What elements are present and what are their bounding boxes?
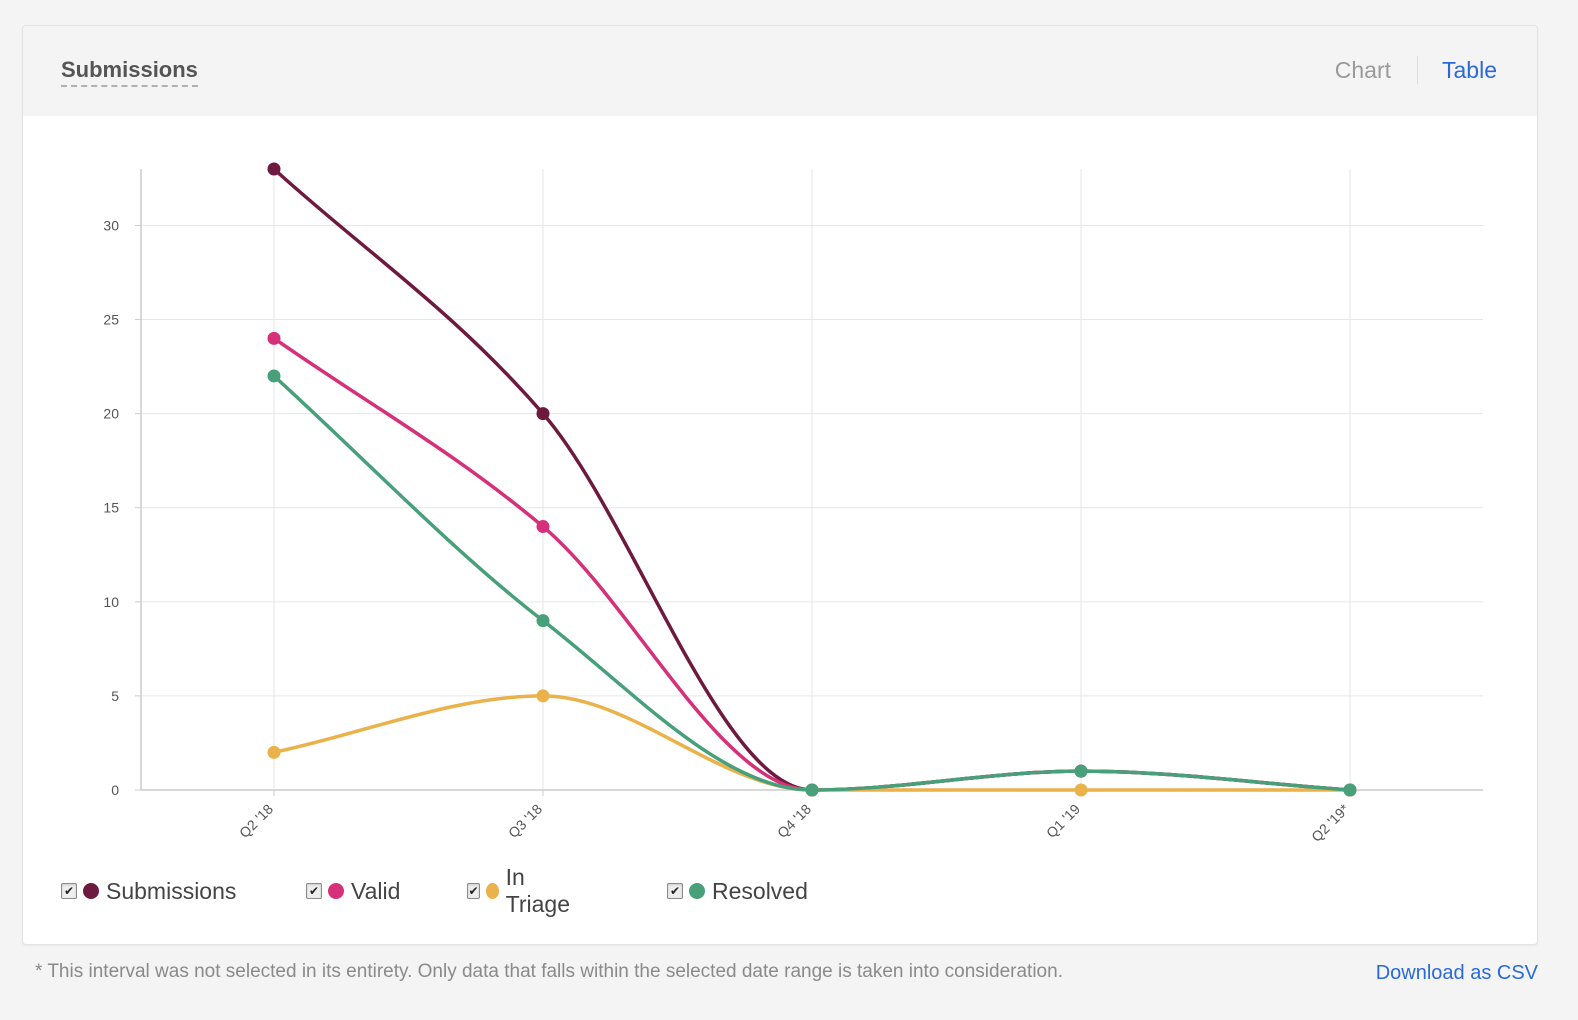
table-view-button[interactable]: Table	[1442, 56, 1497, 83]
data-point-resolved[interactable]	[1343, 783, 1357, 797]
download-csv-link[interactable]: Download as CSV	[1375, 962, 1538, 984]
line-chart: 0 5 10 15 20 25 30 Q2 '18 Q3 '18 Q4 '18 Q1 '19 Q2 '…	[103, 162, 1483, 845]
data-point-submissions[interactable]	[267, 162, 281, 176]
data-point-in-triage[interactable]	[267, 745, 281, 759]
data-point-valid[interactable]	[536, 520, 550, 534]
view-toggle: Chart Table	[1335, 56, 1497, 84]
x-tick-label: Q2 '18	[236, 801, 276, 841]
series-resolved	[267, 369, 1357, 797]
y-tick-label: 25	[103, 312, 119, 328]
y-tick-label: 20	[103, 406, 119, 422]
data-point-resolved[interactable]	[805, 783, 819, 797]
x-tick-label: Q3 '18	[505, 801, 545, 841]
data-point-valid[interactable]	[267, 331, 281, 345]
legend-item-resolved[interactable]: ✔ Resolved	[667, 876, 808, 906]
series-line-resolved	[272, 374, 1352, 792]
y-tick-label: 15	[103, 500, 119, 516]
submissions-card: Submissions Chart Table 0 5 10 15 20 25 30 Q2 '…	[22, 25, 1538, 945]
chart-grid	[141, 169, 1483, 790]
y-tick-label: 5	[111, 688, 119, 704]
legend-checkbox-valid[interactable]: ✔	[306, 883, 322, 899]
legend-label-valid: Valid	[351, 877, 401, 904]
x-tick-label: Q1 '19	[1043, 801, 1083, 841]
legend-swatch-in-triage	[486, 883, 499, 899]
interval-footnote: * This interval was not selected in its …	[35, 961, 1063, 982]
legend-item-in-triage[interactable]: ✔ In Triage	[467, 864, 576, 917]
legend-swatch-valid	[328, 883, 344, 899]
data-point-submissions[interactable]	[536, 407, 550, 421]
data-point-in-triage[interactable]	[1074, 783, 1088, 797]
legend-label-submissions: Submissions	[106, 877, 237, 904]
legend-checkbox-in-triage[interactable]: ✔	[467, 883, 481, 899]
legend-label-in-triage: In Triage	[505, 864, 571, 917]
card-header: Submissions Chart Table	[23, 26, 1537, 116]
data-point-resolved[interactable]	[267, 369, 281, 383]
legend-swatch-submissions	[83, 883, 99, 899]
data-point-resolved[interactable]	[1074, 764, 1088, 778]
legend-swatch-resolved	[689, 883, 705, 899]
legend-item-submissions[interactable]: ✔ Submissions	[61, 876, 236, 906]
x-tick-label: Q4 '18	[774, 801, 814, 841]
toggle-divider	[1417, 56, 1419, 84]
chart-series	[267, 162, 1357, 797]
card-title[interactable]: Submissions	[61, 57, 198, 87]
legend-checkbox-resolved[interactable]: ✔	[667, 883, 683, 899]
legend-label-resolved: Resolved	[712, 877, 808, 904]
legend-item-valid[interactable]: ✔ Valid	[306, 876, 400, 906]
y-tick-label: 0	[111, 782, 119, 798]
data-point-in-triage[interactable]	[536, 689, 550, 703]
y-tick-label: 30	[103, 217, 119, 233]
chart-view-button[interactable]: Chart	[1334, 56, 1392, 83]
legend-checkbox-submissions[interactable]: ✔	[61, 883, 77, 899]
y-tick-label: 10	[103, 594, 119, 610]
data-point-resolved[interactable]	[536, 614, 550, 628]
x-tick-label: Q2 '19*	[1308, 800, 1352, 844]
